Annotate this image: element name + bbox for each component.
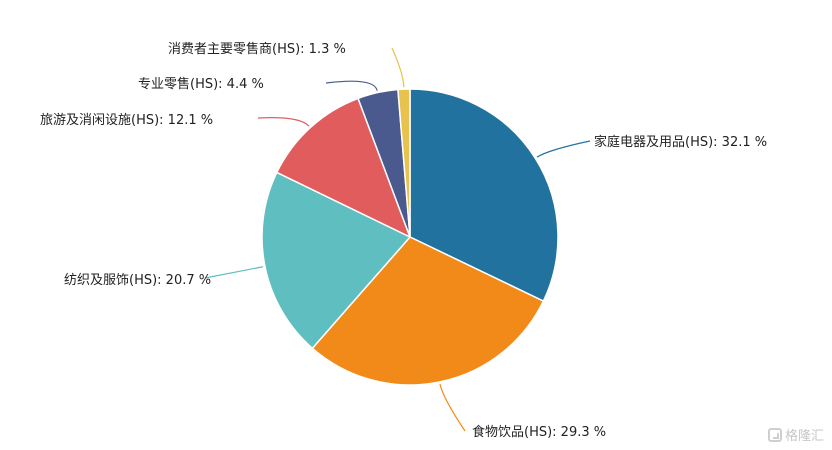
leader-line-leisure-facilities xyxy=(257,117,310,127)
brand-logo-icon xyxy=(767,427,782,442)
label-textiles-apparel: 纺织及服饰(HS): 20.7 % xyxy=(64,273,211,288)
leader-line-consumer-retailers xyxy=(391,47,405,88)
pie-slice-home-appliances xyxy=(409,88,559,303)
label-consumer-retailers: 消费者主要零售商(HS): 1.3 % xyxy=(168,41,346,57)
pie-slice-food-beverage xyxy=(311,236,545,386)
label-leisure-facilities: 旅游及消闲设施(HS): 12.1 % xyxy=(40,113,213,128)
pie-slice-consumer-retailers xyxy=(397,88,411,238)
watermark: 格隆汇 xyxy=(767,425,824,444)
label-specialty-retail: 专业零售(HS): 4.4 % xyxy=(138,76,264,92)
leader-lines xyxy=(204,47,591,432)
pie-slice-leisure-facilities xyxy=(275,97,412,239)
label-food-beverage: 食物饮品(HS): 29.3 % xyxy=(472,424,606,440)
pie-slice-textiles-apparel xyxy=(261,171,412,350)
watermark-text: 格隆汇 xyxy=(784,429,824,444)
leader-line-home-appliances xyxy=(536,140,591,158)
pie-slices xyxy=(261,88,559,386)
slice-labels: 家庭电器及用品(HS): 32.1 % 食物饮品(HS): 29.3 % 纺织及… xyxy=(40,41,767,440)
leader-line-textiles-apparel xyxy=(204,266,264,279)
leader-line-specialty-retail xyxy=(325,80,378,91)
label-home-appliances: 家庭电器及用品(HS): 32.1 % xyxy=(594,134,767,150)
leader-line-food-beverage xyxy=(439,383,466,432)
